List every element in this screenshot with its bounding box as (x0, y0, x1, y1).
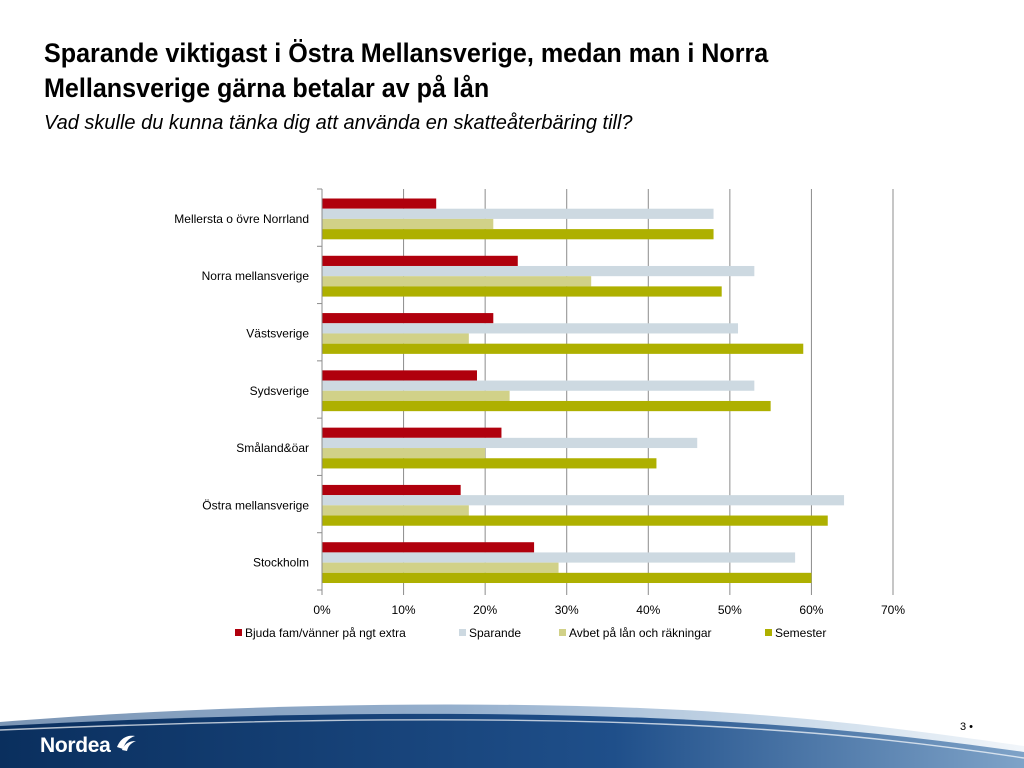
bar (322, 390, 510, 401)
legend-swatch (765, 629, 772, 636)
legend-item: Avbet på lån och räkningar (559, 626, 712, 640)
legend-label: Bjuda fam/vänner på ngt extra (245, 626, 406, 640)
legend-swatch (559, 629, 566, 636)
x-tick-label: 10% (392, 603, 416, 617)
page-number: 3 • (960, 721, 974, 733)
bar (322, 286, 722, 297)
legend-label: Semester (775, 626, 826, 640)
legend-swatch (235, 629, 242, 636)
bar (322, 218, 494, 230)
slide-subtitle: Vad skulle du kunna tänka dig att använd… (44, 112, 633, 134)
legend-swatch (459, 629, 466, 636)
bar (322, 265, 755, 277)
bar (322, 229, 714, 240)
legend-item: Semester (765, 626, 826, 640)
bar (322, 343, 804, 354)
nordea-logo-text: Nordea (40, 734, 111, 757)
bar (322, 542, 535, 553)
bar (322, 313, 494, 324)
category-label: Sydsverige (250, 384, 310, 398)
category-label: Mellersta o övre Norrland (174, 212, 309, 226)
category-label: Östra mellansverige (202, 498, 309, 512)
bar (322, 562, 559, 573)
legend-item: Sparande (459, 626, 521, 640)
x-tick-label: 50% (718, 603, 742, 617)
bar (322, 495, 845, 506)
bar (322, 370, 477, 381)
category-label: Norra mellansverige (202, 269, 310, 283)
footer-wave-decoration (0, 704, 1024, 768)
bar (322, 427, 502, 438)
bar (322, 380, 755, 391)
x-tick-label: 0% (313, 603, 331, 617)
category-label: Stockholm (253, 556, 309, 570)
bar (322, 333, 469, 344)
bar (322, 552, 796, 563)
x-tick-label: 20% (473, 603, 497, 617)
bar (322, 255, 518, 266)
x-tick-label: 40% (636, 603, 660, 617)
bar (322, 208, 714, 219)
bar (322, 448, 486, 459)
category-label: Västsverige (246, 326, 309, 340)
bar (322, 400, 771, 412)
x-tick-label: 60% (799, 603, 823, 617)
legend-item: Bjuda fam/vänner på ngt extra (235, 626, 406, 640)
bar (322, 437, 698, 449)
bar (322, 515, 828, 526)
bar (322, 323, 739, 334)
bar (322, 572, 812, 584)
legend-label: Avbet på lån och räkningar (569, 626, 712, 640)
bar (322, 198, 437, 209)
bar (322, 276, 592, 287)
bar (322, 458, 657, 469)
slide-title: Sparande viktigast i Östra Mellansverige… (44, 38, 769, 103)
bar-chart: 0% 10% 20% 30% 40% 50% 60% 70% Mellersta o övre … (174, 188, 905, 640)
x-tick-label: 70% (881, 603, 905, 617)
legend-label: Sparande (469, 626, 521, 640)
bar (322, 484, 461, 496)
bar (322, 505, 469, 516)
category-label: Småland&öar (236, 441, 309, 455)
nordea-logo-icon (117, 735, 136, 751)
x-tick-label: 30% (555, 603, 579, 617)
